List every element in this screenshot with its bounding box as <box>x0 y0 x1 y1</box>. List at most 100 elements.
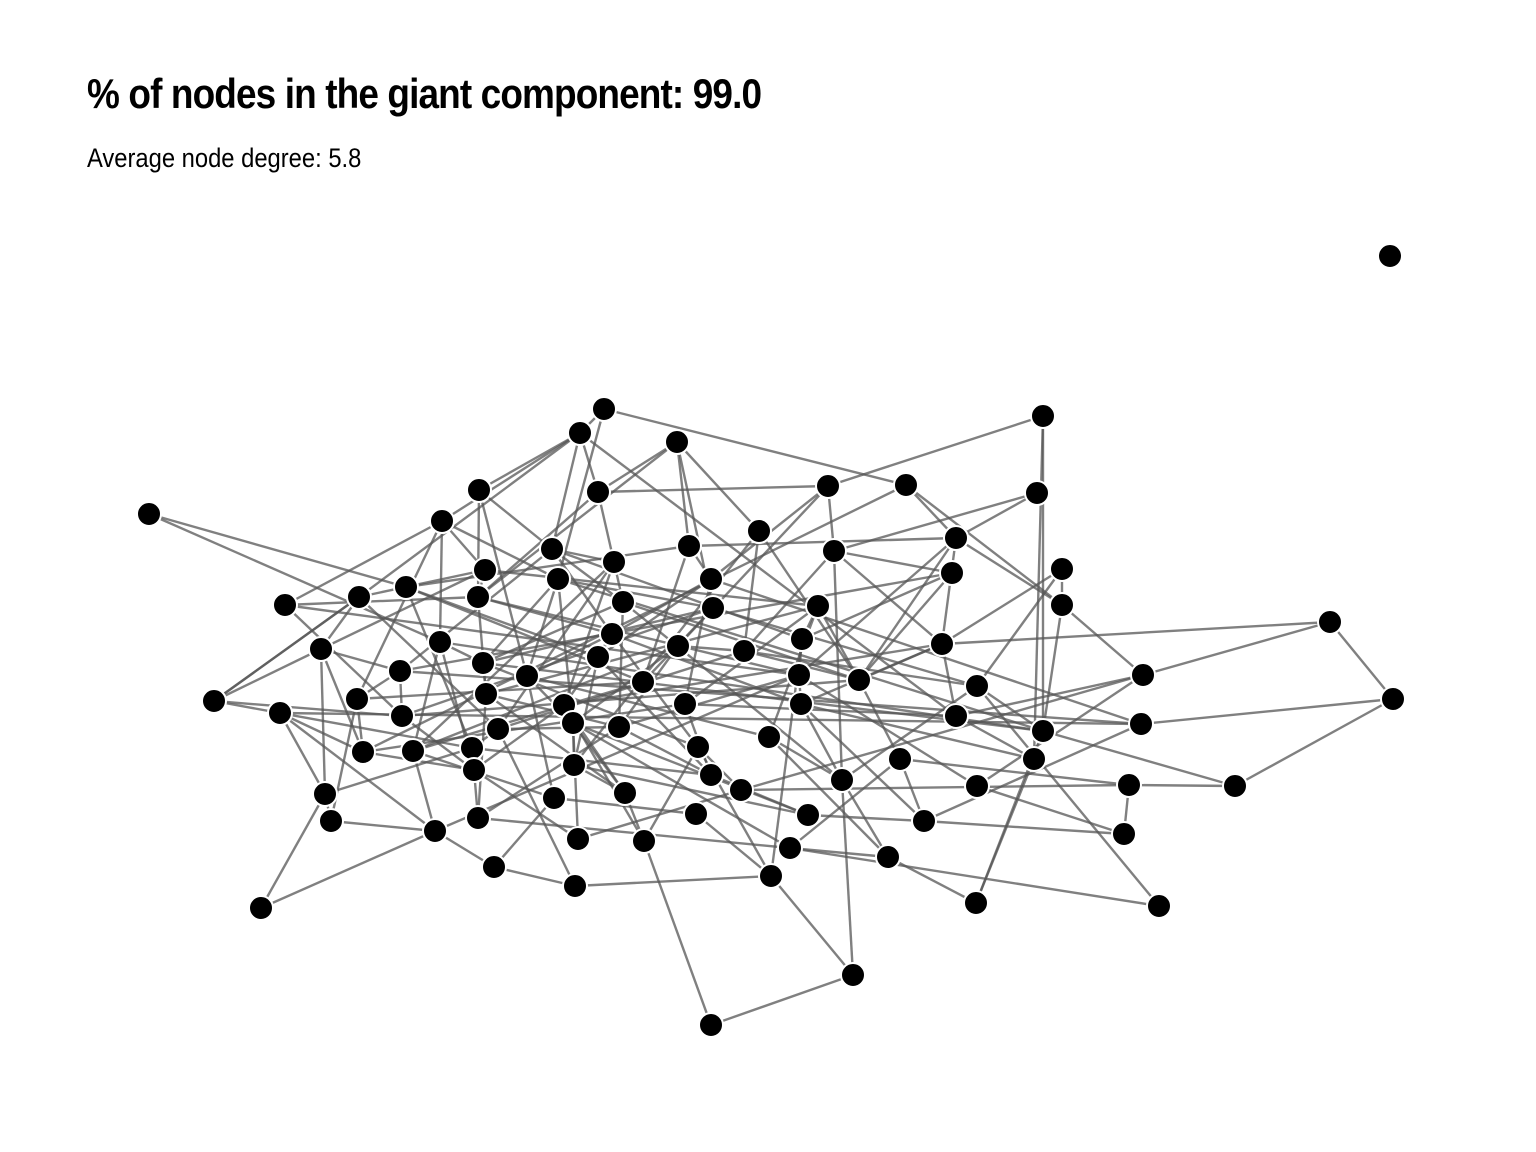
graph-node <box>539 536 565 562</box>
graph-edge <box>358 432 581 598</box>
graph-node <box>929 631 955 657</box>
graph-edge <box>260 829 436 910</box>
graph-edge <box>441 431 581 523</box>
graph-edge <box>473 704 565 771</box>
graph-edge <box>976 784 1125 836</box>
graph-edge <box>695 813 772 877</box>
graph-edge <box>525 578 560 677</box>
graph-node <box>893 472 919 498</box>
graph-node <box>1030 403 1056 429</box>
graph-edge <box>1142 620 1331 677</box>
graph-node <box>473 681 499 707</box>
graph-node <box>429 508 455 534</box>
graph-node <box>481 854 507 880</box>
graph-node <box>698 762 724 788</box>
graph-edge <box>401 678 860 718</box>
graph-node <box>612 780 638 806</box>
graph-edge <box>473 769 579 840</box>
graph-node <box>1380 686 1406 712</box>
graph-node <box>964 673 990 699</box>
graph-node <box>685 734 711 760</box>
graph-edge <box>800 702 1035 761</box>
graph-node <box>562 873 588 899</box>
graph-edge <box>411 641 442 752</box>
graph-node <box>201 688 227 714</box>
graph-edge <box>358 568 486 599</box>
graph-node <box>1111 821 1137 847</box>
graph-edge <box>551 548 624 603</box>
chart-title: % of nodes in the giant component: 99.0 <box>87 70 762 117</box>
graph-node <box>346 584 372 610</box>
graph-node <box>1222 773 1248 799</box>
graph-edge <box>827 414 1044 488</box>
graph-edge <box>279 711 364 754</box>
graph-edge <box>798 673 978 788</box>
graph-edge <box>597 484 829 494</box>
graph-node <box>683 801 709 827</box>
graph-edge <box>477 595 613 636</box>
graph-edge <box>688 536 957 548</box>
graph-edge <box>800 703 925 822</box>
graph-edge <box>405 544 690 589</box>
graph-edge <box>941 620 1331 646</box>
graph-edge <box>799 703 844 781</box>
graph-edge <box>478 489 553 550</box>
graph-node <box>700 595 726 621</box>
graph-node <box>1377 243 1403 269</box>
graph-node <box>846 667 872 693</box>
graph-node <box>1021 746 1047 772</box>
graph-edge <box>618 673 800 729</box>
graph-edge <box>284 519 443 607</box>
graph-node <box>1049 556 1075 582</box>
graph-edge <box>496 728 577 887</box>
graph-edge <box>148 512 407 589</box>
graph-node <box>698 566 724 592</box>
graph-edge <box>482 606 714 665</box>
graph-node <box>318 808 344 834</box>
graph-edge <box>807 813 925 823</box>
graph-edge <box>572 722 626 794</box>
graph-edge <box>497 725 620 731</box>
graph-node <box>1116 772 1142 798</box>
graph-node <box>606 714 632 740</box>
graph-node <box>1024 480 1050 506</box>
graph-node <box>350 739 376 765</box>
graph-node <box>789 626 815 652</box>
graph-node <box>665 633 691 659</box>
graph-edge <box>279 712 436 832</box>
graph-edge <box>278 712 327 795</box>
graph-edge <box>955 536 1063 607</box>
graph-edge <box>603 407 907 487</box>
graph-edge <box>571 722 580 840</box>
graph-node <box>545 566 571 592</box>
edge-layer <box>148 407 1394 1027</box>
graph-edge <box>1140 697 1394 726</box>
graph-node <box>610 589 636 615</box>
graph-node <box>815 473 841 499</box>
graph-edge <box>684 702 957 718</box>
graph-edge <box>789 758 901 849</box>
graph-node <box>672 691 698 717</box>
graph-edge <box>284 603 800 677</box>
graph-edge <box>562 561 616 706</box>
graph-edge <box>213 647 322 703</box>
graph-edge <box>579 432 957 717</box>
graph-edge <box>362 483 907 754</box>
graph-node <box>698 1012 724 1038</box>
graph-edge <box>833 549 953 575</box>
graph-node <box>514 663 540 689</box>
graph-node <box>561 752 587 778</box>
graph-edge <box>484 568 819 608</box>
graph-node <box>887 746 913 772</box>
graph-edge <box>320 568 486 651</box>
graph-node <box>631 828 657 854</box>
graph-node <box>875 844 901 870</box>
graph-edge <box>1042 729 1236 788</box>
graph-edge <box>710 973 854 1027</box>
graph-node <box>560 710 586 736</box>
graph-edge <box>574 874 772 888</box>
graph-node <box>427 629 453 655</box>
graph-node <box>964 773 990 799</box>
graph-edge <box>611 632 802 706</box>
